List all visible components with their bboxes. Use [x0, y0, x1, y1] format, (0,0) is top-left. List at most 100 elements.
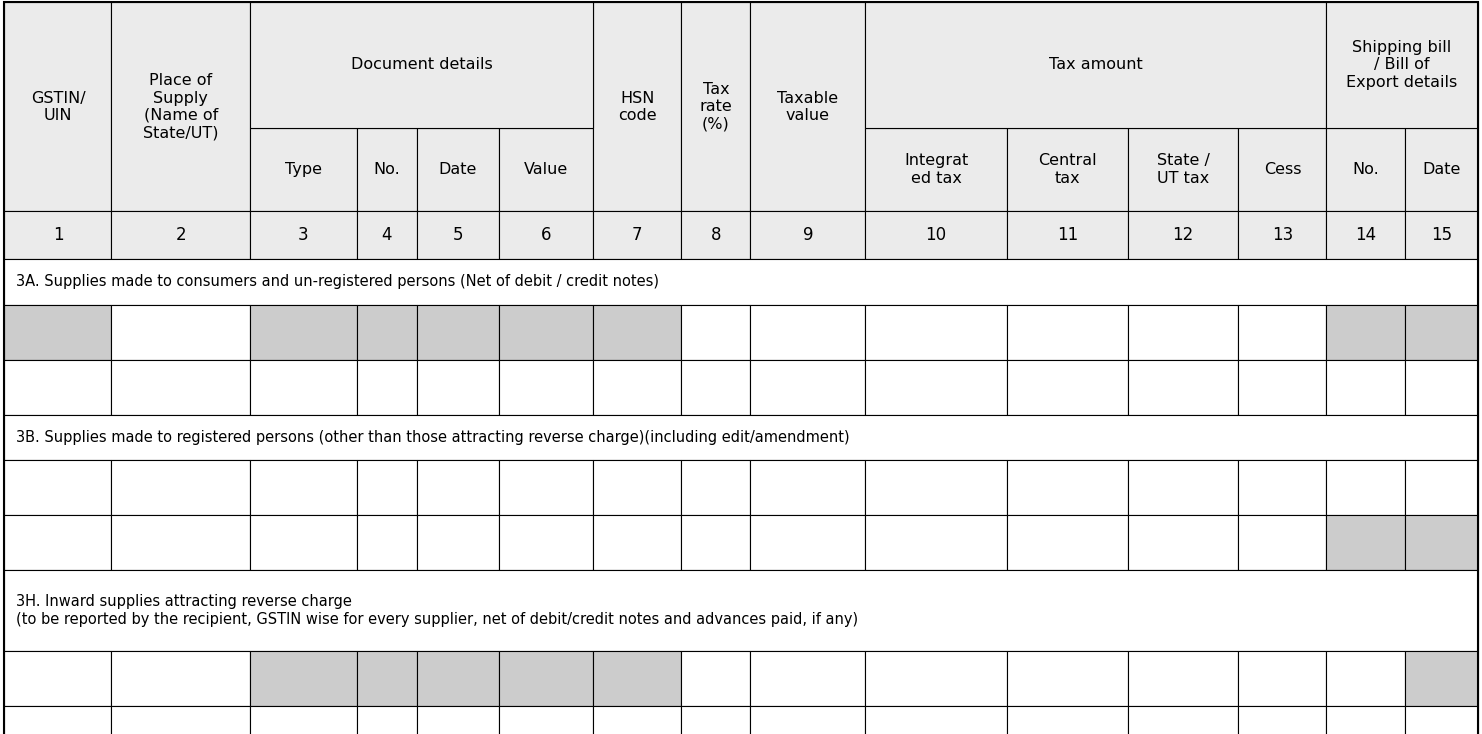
Bar — [357, 211, 416, 259]
Bar — [593, 651, 682, 706]
Bar — [1405, 211, 1478, 259]
Text: Shipping bill
/ Bill of
Export details: Shipping bill / Bill of Export details — [1346, 40, 1458, 90]
Bar — [1239, 305, 1326, 360]
Bar — [593, 2, 682, 211]
Bar — [4, 651, 111, 706]
Bar — [1239, 460, 1326, 515]
Bar — [498, 305, 593, 360]
Bar — [593, 706, 682, 734]
Text: Tax
rate
(%): Tax rate (%) — [700, 82, 732, 131]
Bar — [4, 211, 111, 259]
Text: GSTIN/
UIN: GSTIN/ UIN — [31, 90, 86, 123]
Bar — [1239, 360, 1326, 415]
Bar — [357, 128, 416, 211]
Bar — [1405, 515, 1478, 570]
Bar — [593, 211, 682, 259]
Bar — [682, 515, 750, 570]
Bar — [250, 2, 593, 128]
Bar — [1006, 515, 1128, 570]
Bar — [1326, 706, 1405, 734]
Bar — [750, 706, 865, 734]
Bar — [250, 651, 357, 706]
Text: 13: 13 — [1272, 226, 1292, 244]
Bar — [1405, 706, 1478, 734]
Bar — [1326, 128, 1405, 211]
Bar — [593, 305, 682, 360]
Text: 4: 4 — [382, 226, 393, 244]
Bar — [1006, 211, 1128, 259]
Text: Place of
Supply
(Name of
State/UT): Place of Supply (Name of State/UT) — [142, 73, 218, 140]
Text: 3A. Supplies made to consumers and un-registered persons (Net of debit / credit : 3A. Supplies made to consumers and un-re… — [16, 275, 659, 289]
Text: Taxable
value: Taxable value — [778, 90, 839, 123]
Bar — [498, 211, 593, 259]
Text: 12: 12 — [1172, 226, 1194, 244]
Bar — [1128, 128, 1239, 211]
Text: 6: 6 — [541, 226, 551, 244]
Bar — [865, 360, 1006, 415]
Bar — [4, 460, 111, 515]
Bar — [498, 651, 593, 706]
Text: 11: 11 — [1057, 226, 1079, 244]
Bar — [250, 460, 357, 515]
Bar — [498, 360, 593, 415]
Bar — [750, 211, 865, 259]
Bar — [1239, 128, 1326, 211]
Bar — [593, 460, 682, 515]
Bar — [1006, 128, 1128, 211]
Bar — [1326, 360, 1405, 415]
Text: Value: Value — [523, 162, 568, 177]
Bar — [250, 211, 357, 259]
Bar — [416, 460, 498, 515]
Bar — [1006, 360, 1128, 415]
Bar — [865, 651, 1006, 706]
Bar — [865, 2, 1326, 128]
Bar — [416, 128, 498, 211]
Bar — [1006, 305, 1128, 360]
Bar — [498, 460, 593, 515]
Bar — [1239, 515, 1326, 570]
Bar — [682, 460, 750, 515]
Text: 10: 10 — [926, 226, 947, 244]
Bar — [357, 460, 416, 515]
Bar — [4, 515, 111, 570]
Bar — [357, 360, 416, 415]
Text: 7: 7 — [631, 226, 642, 244]
Bar — [1128, 360, 1239, 415]
Bar — [498, 706, 593, 734]
Bar — [1405, 460, 1478, 515]
Text: 9: 9 — [803, 226, 814, 244]
Bar — [1239, 706, 1326, 734]
Bar — [682, 211, 750, 259]
Bar — [682, 305, 750, 360]
Bar — [250, 360, 357, 415]
Bar — [357, 706, 416, 734]
Text: State /
UT tax: State / UT tax — [1157, 153, 1209, 186]
Bar — [750, 460, 865, 515]
Bar — [1128, 305, 1239, 360]
Bar — [4, 305, 111, 360]
Text: Date: Date — [1423, 162, 1461, 177]
Bar — [111, 211, 250, 259]
Bar — [111, 2, 250, 211]
Bar — [416, 211, 498, 259]
Text: 1: 1 — [53, 226, 64, 244]
Bar — [357, 515, 416, 570]
Text: 15: 15 — [1430, 226, 1452, 244]
Bar — [357, 305, 416, 360]
Bar — [1405, 651, 1478, 706]
Bar — [865, 305, 1006, 360]
Text: Integrat
ed tax: Integrat ed tax — [904, 153, 968, 186]
Bar — [250, 305, 357, 360]
Bar — [682, 706, 750, 734]
Bar — [4, 2, 111, 211]
Text: No.: No. — [1353, 162, 1380, 177]
Bar — [865, 515, 1006, 570]
Bar — [1239, 211, 1326, 259]
Bar — [1326, 2, 1478, 128]
Bar — [4, 259, 1478, 305]
Bar — [1405, 128, 1478, 211]
Bar — [750, 305, 865, 360]
Bar — [4, 415, 1478, 460]
Bar — [1128, 515, 1239, 570]
Bar — [750, 651, 865, 706]
